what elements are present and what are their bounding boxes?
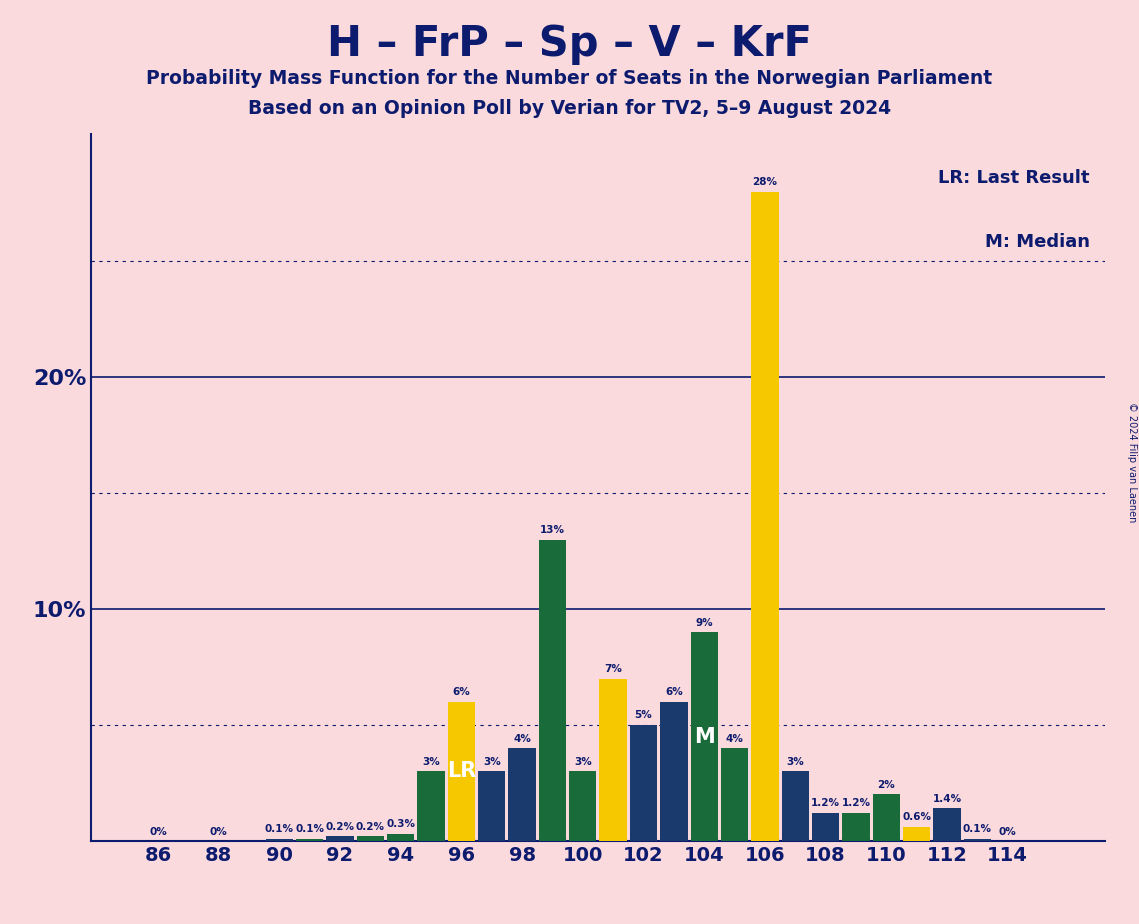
Text: 5%: 5%: [634, 711, 653, 721]
Text: 1.4%: 1.4%: [933, 794, 961, 804]
Bar: [781, 772, 809, 841]
Text: 13%: 13%: [540, 525, 565, 535]
Bar: [933, 808, 960, 841]
Bar: [903, 827, 931, 841]
Text: 0.2%: 0.2%: [355, 821, 385, 832]
Text: © 2024 Filip van Laenen: © 2024 Filip van Laenen: [1126, 402, 1137, 522]
Bar: [327, 836, 353, 841]
Text: LR: Last Result: LR: Last Result: [939, 169, 1090, 188]
Text: H – FrP – Sp – V – KrF: H – FrP – Sp – V – KrF: [327, 23, 812, 65]
Text: 4%: 4%: [726, 734, 744, 744]
Bar: [265, 838, 293, 841]
Bar: [570, 772, 597, 841]
Bar: [508, 748, 535, 841]
Text: M: M: [694, 726, 714, 747]
Bar: [964, 838, 991, 841]
Bar: [448, 702, 475, 841]
Bar: [296, 838, 323, 841]
Text: 0%: 0%: [149, 827, 166, 837]
Bar: [417, 772, 444, 841]
Text: M: Median: M: Median: [984, 233, 1090, 251]
Text: 0.1%: 0.1%: [962, 824, 992, 833]
Text: 1.2%: 1.2%: [811, 798, 841, 808]
Text: 0.6%: 0.6%: [902, 812, 932, 822]
Bar: [539, 540, 566, 841]
Text: 0.1%: 0.1%: [295, 824, 325, 833]
Text: Probability Mass Function for the Number of Seats in the Norwegian Parliament: Probability Mass Function for the Number…: [147, 69, 992, 89]
Text: 0.3%: 0.3%: [386, 820, 416, 829]
Text: 28%: 28%: [753, 177, 778, 188]
Bar: [357, 836, 384, 841]
Bar: [599, 678, 626, 841]
Text: LR: LR: [446, 761, 476, 782]
Bar: [721, 748, 748, 841]
Text: 0%: 0%: [999, 827, 1017, 837]
Bar: [478, 772, 506, 841]
Text: 3%: 3%: [483, 757, 501, 767]
Bar: [843, 813, 869, 841]
Bar: [630, 725, 657, 841]
Text: 3%: 3%: [574, 757, 591, 767]
Text: 9%: 9%: [696, 617, 713, 627]
Bar: [690, 632, 718, 841]
Text: 1.2%: 1.2%: [842, 798, 870, 808]
Bar: [387, 833, 415, 841]
Text: 0.1%: 0.1%: [264, 824, 294, 833]
Text: 3%: 3%: [786, 757, 804, 767]
Text: 3%: 3%: [423, 757, 440, 767]
Text: 0.2%: 0.2%: [326, 821, 354, 832]
Text: 4%: 4%: [514, 734, 531, 744]
Bar: [752, 192, 779, 841]
Text: 6%: 6%: [665, 687, 682, 697]
Text: 2%: 2%: [877, 780, 895, 790]
Bar: [812, 813, 839, 841]
Text: 0%: 0%: [210, 827, 228, 837]
Text: Based on an Opinion Poll by Verian for TV2, 5–9 August 2024: Based on an Opinion Poll by Verian for T…: [248, 99, 891, 118]
Text: 6%: 6%: [452, 687, 470, 697]
Bar: [661, 702, 688, 841]
Text: 7%: 7%: [604, 664, 622, 674]
Bar: [872, 795, 900, 841]
